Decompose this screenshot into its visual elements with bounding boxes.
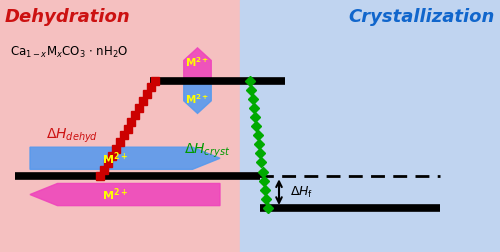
Text: Dehydration: Dehydration — [5, 8, 131, 25]
Text: Ca$_{1-x}$M$_x$CO$_3$ $\cdot$ nH$_2$O: Ca$_{1-x}$M$_x$CO$_3$ $\cdot$ nH$_2$O — [10, 45, 128, 60]
Bar — [0, 0, 240, 252]
Text: $\mathbf{M^{2+}}$: $\mathbf{M^{2+}}$ — [102, 150, 128, 167]
Text: $\mathbf{M^{2+}}$: $\mathbf{M^{2+}}$ — [186, 93, 210, 106]
FancyArrow shape — [30, 183, 220, 206]
Text: $\Delta H_\mathregular{f}$: $\Delta H_\mathregular{f}$ — [290, 185, 314, 200]
Text: $\Delta H_\mathregular{cryst}$: $\Delta H_\mathregular{cryst}$ — [184, 142, 230, 160]
Text: $\Delta H_\mathregular{dehyd}$: $\Delta H_\mathregular{dehyd}$ — [46, 127, 98, 145]
Text: $\mathbf{M^{2+}}$: $\mathbf{M^{2+}}$ — [102, 186, 128, 203]
FancyArrow shape — [184, 48, 212, 81]
Bar — [240, 0, 500, 252]
Text: $\mathbf{M^{2+}}$: $\mathbf{M^{2+}}$ — [186, 55, 210, 69]
FancyArrow shape — [184, 81, 212, 113]
Text: Crystallization: Crystallization — [348, 8, 495, 25]
FancyArrow shape — [30, 147, 220, 169]
